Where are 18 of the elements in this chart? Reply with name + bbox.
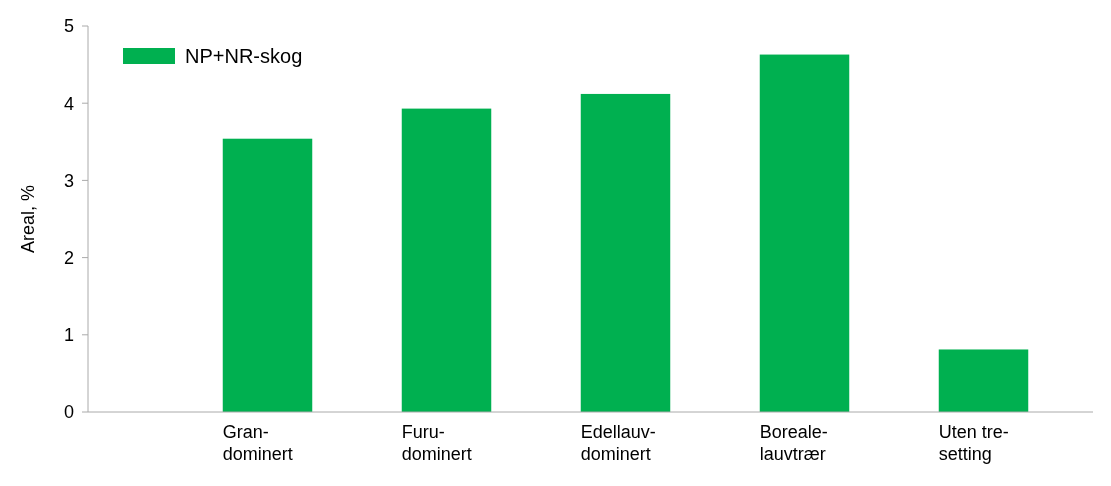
x-tick-label: Boreale- lauvtrær	[759, 422, 828, 464]
y-tick-label: 5	[63, 16, 74, 37]
y-tick-label: 3	[63, 170, 74, 191]
x-tick-label: Edellauv- dominert	[580, 422, 656, 464]
bar	[580, 93, 671, 412]
x-tick-label: Gran- dominert	[222, 422, 293, 464]
bar	[401, 108, 492, 412]
y-axis-title: Areal, %	[18, 184, 38, 254]
y-tick-label: 4	[63, 93, 74, 114]
x-tick-label: Furu- dominert	[401, 422, 472, 464]
x-tick-label: Uten tre- setting	[938, 422, 1009, 464]
y-tick-label: 1	[63, 325, 74, 346]
y-tick-label: 0	[63, 402, 74, 423]
bar	[759, 54, 850, 412]
legend-label: NP+NR-skog	[185, 45, 303, 67]
bar	[938, 349, 1029, 412]
bar	[222, 138, 313, 412]
y-tick-label: 2	[63, 247, 74, 268]
